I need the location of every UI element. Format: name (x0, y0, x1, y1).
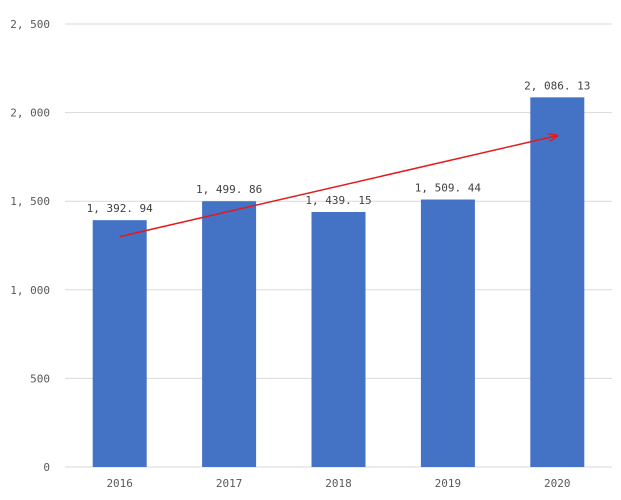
y-tick-label: 1, 500 (10, 195, 50, 208)
bar-2018 (311, 211, 366, 467)
annotations (119, 136, 558, 238)
data-label-2019: 1, 509. 44 (415, 182, 482, 195)
x-axis-tick-labels: 2016 2017 2018 2019 2020 (106, 477, 570, 490)
x-tick-label: 2016 (106, 477, 133, 490)
data-label-2018: 1, 439. 15 (305, 194, 371, 207)
y-tick-label: 0 (43, 461, 50, 474)
y-tick-label: 1, 000 (10, 284, 50, 297)
x-tick-label: 2018 (325, 477, 352, 490)
y-axis-tick-labels: 0 500 1, 000 1, 500 2, 000 2, 500 (10, 18, 50, 474)
bar-2016 (92, 220, 147, 467)
bars (92, 97, 585, 468)
y-tick-label: 500 (30, 372, 50, 385)
data-label-2020: 2, 086. 13 (524, 79, 590, 92)
y-tick-label: 2, 000 (10, 107, 50, 120)
data-labels: 1, 392. 94 1, 499. 86 1, 439. 15 1, 509. 44… (87, 79, 591, 215)
trend-arrow (119, 136, 558, 238)
x-tick-label: 2019 (435, 477, 462, 490)
bar-2019 (420, 199, 475, 468)
x-tick-label: 2020 (544, 477, 571, 490)
x-tick-label: 2017 (216, 477, 243, 490)
bar-2020 (530, 97, 585, 467)
data-label-2017: 1, 499. 86 (196, 183, 262, 196)
data-label-2016: 1, 392. 94 (87, 202, 154, 215)
bar-2017 (202, 201, 257, 468)
y-tick-label: 2, 500 (10, 18, 50, 31)
